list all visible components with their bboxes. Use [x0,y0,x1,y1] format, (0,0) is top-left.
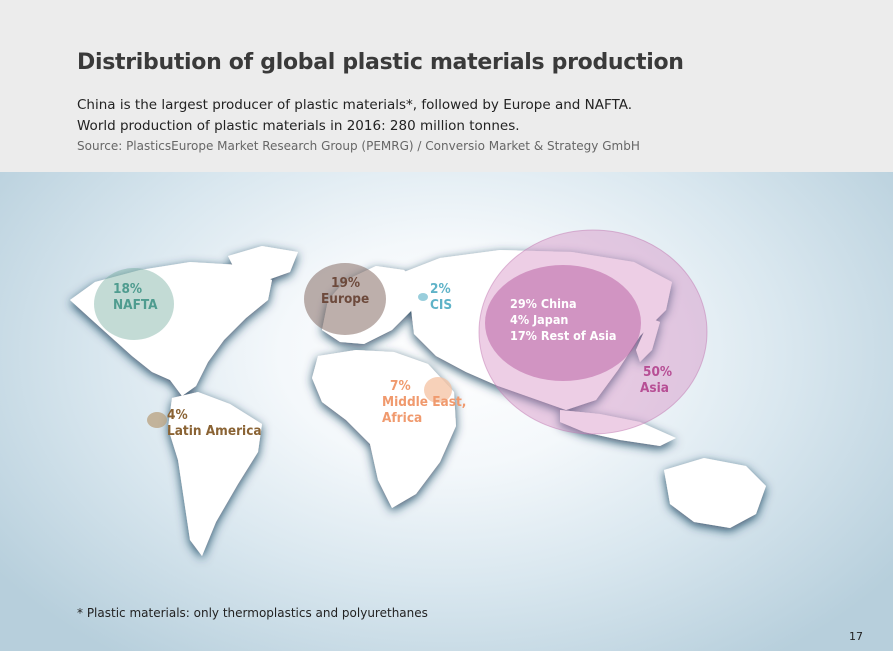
middle-east-africa-name-line2: Africa [382,410,423,426]
latin-america-pct: 4% [167,407,188,423]
asia-shape [404,250,672,410]
nafta-name: NAFTA [113,297,158,313]
greenland-shape [228,246,298,282]
middle-east-africa-name-line1: Middle East, [382,394,467,410]
subtitle: China is the largest producer of plastic… [77,95,632,137]
continents [70,246,766,556]
japan-share: 4% Japan [510,312,569,327]
latin-america-label: 4% Latin America [167,407,262,439]
europe-name: Europe [321,291,370,307]
africa-shape [312,350,456,508]
latin-america-bubble [147,412,167,428]
nafta-pct: 18% [113,281,143,297]
asia-name: Asia [640,380,669,396]
japan-shape [636,318,660,362]
latin-america-name: Latin America [167,423,262,439]
australia-shape [664,458,766,528]
north-america-shape [70,262,272,396]
nafta-bubble [94,268,174,340]
asia-pct: 50% [643,364,673,380]
header-panel: Distribution of global plastic materials… [0,0,893,172]
middle-east-africa-pct: 7% [390,378,411,394]
cis-pct: 2% [430,281,451,297]
cis-name: CIS [430,297,453,313]
europe-bubble [304,263,386,335]
europe-pct: 19% [331,275,361,291]
source-note: Source: PlasticsEurope Market Research G… [77,139,640,153]
nafta-label: 18% NAFTA [113,281,158,313]
china-bubble [485,265,641,381]
europe-label: 19% Europe [321,275,369,307]
cis-label: 2% CIS [430,281,452,313]
middle-east-africa-bubble [424,377,452,403]
subtitle-line-1: China is the largest producer of plastic… [77,97,633,113]
middle-east-africa-label: 7% Middle East, Africa [382,378,466,426]
china-share: 29% China [510,296,577,311]
page-number: 17 [849,630,863,643]
world-map [0,172,893,651]
south-america-shape [168,392,262,556]
cis-bubble [418,293,428,301]
southeast-asia-shape [560,410,676,446]
page-title: Distribution of global plastic materials… [77,50,684,75]
footnote: * Plastic materials: only thermoplastics… [77,606,428,620]
china-breakdown-label: 29% China 4% Japan 17% Rest of Asia [510,296,616,344]
world-map-svg [70,229,766,556]
asia-bubble [478,229,708,435]
asia-label: 50% Asia [640,364,672,396]
subtitle-line-2: World production of plastic materials in… [77,118,520,134]
rest-of-asia-share: 17% Rest of Asia [510,328,617,343]
